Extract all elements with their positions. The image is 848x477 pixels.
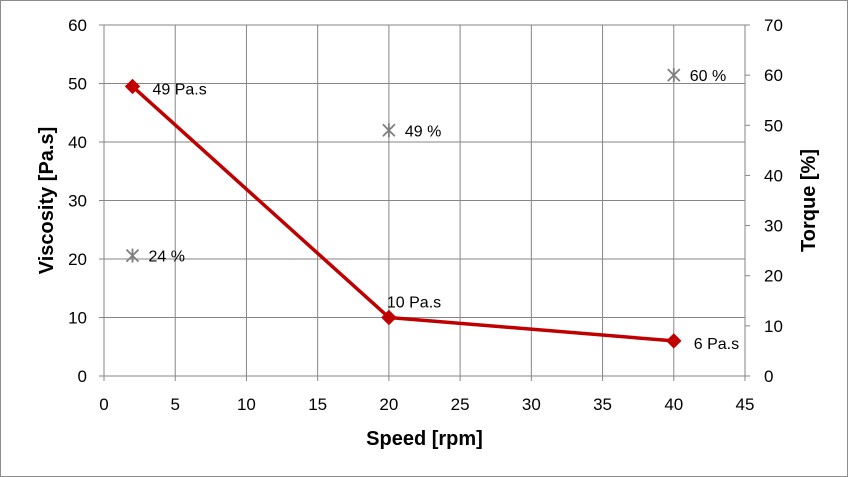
viscosity-data-label: 10 Pa.s <box>387 295 441 312</box>
x-tick-label: 40 <box>664 395 683 414</box>
y2-tick-label: 20 <box>764 267 783 286</box>
y2-axis-title: Torque [%] <box>798 149 820 252</box>
series-torque: 24 % 49 % 60 % <box>125 68 726 266</box>
torque-data-label: 60 % <box>690 68 726 85</box>
x-tick-label: 35 <box>593 395 612 414</box>
y-tick-label: 10 <box>68 309 87 328</box>
y2-axis-ticks: 0 10 20 30 40 50 60 70 <box>745 16 783 386</box>
y-tick-label: 30 <box>68 192 87 211</box>
x-tick-label: 5 <box>170 395 179 414</box>
y2-tick-label: 40 <box>764 166 783 185</box>
y-axis-ticks: 0 10 20 30 40 50 60 <box>68 16 104 386</box>
viscosity-point <box>124 78 141 95</box>
y-tick-label: 40 <box>68 133 87 152</box>
x-axis-ticks: 0 5 10 15 20 25 30 35 40 45 <box>99 376 754 414</box>
viscosity-point <box>666 333 682 349</box>
x-tick-label: 10 <box>237 395 256 414</box>
series-layer: 49 Pa.s 10 Pa.s 6 Pa.s 24 % 49 % 60 % <box>124 68 739 353</box>
x-tick-label: 30 <box>522 395 541 414</box>
y2-tick-label: 60 <box>764 66 783 85</box>
y2-tick-label: 10 <box>764 317 783 336</box>
y-axis-title: Viscosity [Pa.s] <box>36 127 58 274</box>
y2-tick-label: 30 <box>764 217 783 236</box>
torque-data-label: 24 % <box>148 249 184 266</box>
x-tick-label: 45 <box>736 395 755 414</box>
x-tick-label: 15 <box>308 395 327 414</box>
viscosity-data-label: 49 Pa.s <box>152 81 206 98</box>
torque-data-label: 49 % <box>405 123 441 140</box>
y-tick-label: 20 <box>68 250 87 269</box>
x-axis-title: Speed [rpm] <box>366 428 483 450</box>
gridlines <box>103 24 746 377</box>
x-tick-label: 0 <box>99 395 108 414</box>
series-viscosity: 49 Pa.s 10 Pa.s 6 Pa.s <box>124 78 739 353</box>
y-tick-label: 50 <box>68 75 87 94</box>
y-tick-label: 0 <box>78 367 87 386</box>
viscosity-point <box>381 309 397 326</box>
torque-point <box>125 248 140 263</box>
x-tick-label: 25 <box>451 395 470 414</box>
torque-point <box>382 123 396 138</box>
y-tick-label: 60 <box>68 16 87 35</box>
y2-tick-label: 50 <box>764 116 783 135</box>
y2-tick-label: 70 <box>764 16 783 35</box>
viscosity-data-label: 6 Pa.s <box>694 336 739 353</box>
torque-point <box>667 68 681 83</box>
x-tick-label: 20 <box>379 395 398 414</box>
y2-tick-label: 0 <box>764 367 773 386</box>
